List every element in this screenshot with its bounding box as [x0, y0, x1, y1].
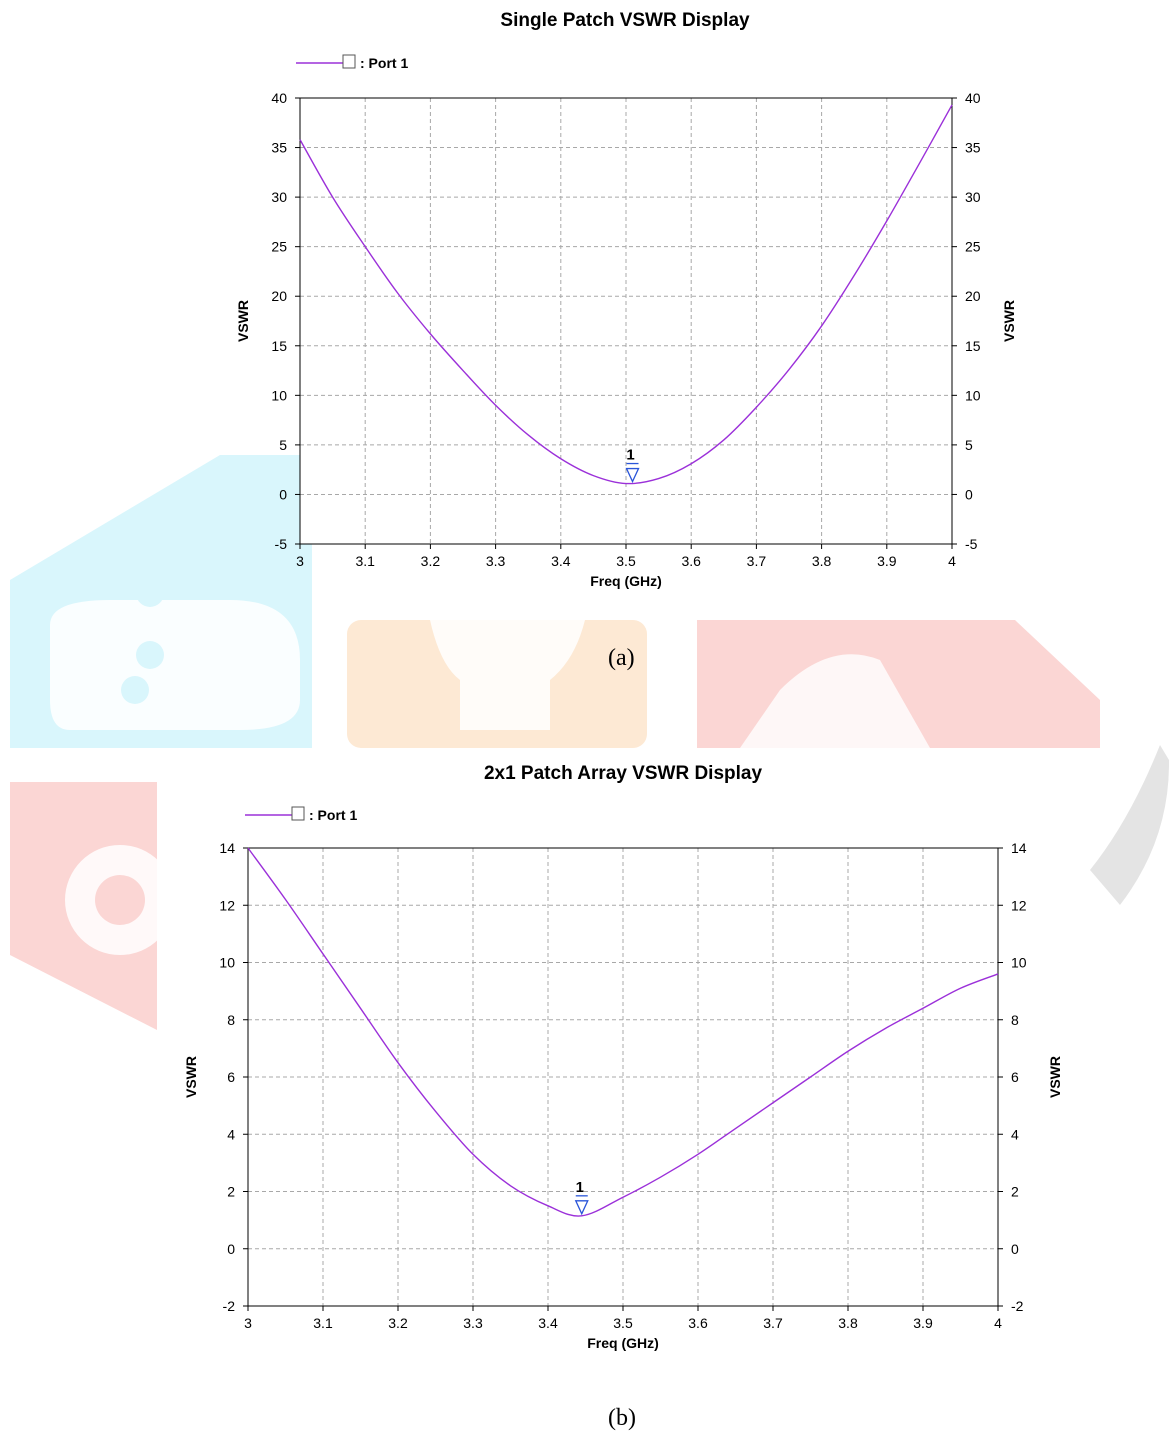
y-tick-label-left: 8: [227, 1012, 235, 1028]
x-tick-label: 3.4: [538, 1315, 558, 1331]
y-tick-label-left: 40: [271, 90, 287, 106]
watermark-red-logo: [10, 620, 1100, 1030]
x-axis-label: Freq (GHz): [587, 1335, 659, 1351]
x-tick-label: 3.7: [747, 553, 767, 569]
y-tick-label-left: 12: [219, 897, 235, 913]
y-tick-label-left: 5: [279, 437, 287, 453]
y-tick-label-right: 30: [965, 189, 981, 205]
y-tick-label-right: 14: [1011, 840, 1027, 856]
y-tick-label-right: 4: [1011, 1126, 1019, 1142]
y-tick-label-left: -2: [223, 1298, 236, 1314]
y-tick-label-right: 10: [965, 387, 981, 403]
gridlines: [300, 98, 952, 544]
y-tick-label-left: 0: [227, 1241, 235, 1257]
x-tick-label: 3.2: [388, 1315, 408, 1331]
marker-label: 1: [626, 447, 634, 464]
y-tick-label-right: 15: [965, 338, 981, 354]
x-tick-label: 3.6: [688, 1315, 708, 1331]
x-tick-label: 3.1: [355, 553, 375, 569]
series-line-port-1: [247, 847, 999, 1217]
chart-2x1-patch-array-vswr: 2x1 Patch Array VSWR Display : Port 1 3 3.1…: [183, 763, 1063, 1351]
y-tick-label-left: 14: [219, 840, 235, 856]
y-tick-label-right: 8: [1011, 1012, 1019, 1028]
tick-labels: 3 3.1 3.2 3.3 3.4 3.5 3.6 3.7 3.8 3.9 4 -2 -2 0 0 2 2 4 4 6…: [219, 840, 1026, 1331]
y-tick-label-left: 30: [271, 189, 287, 205]
y-axis-label-left: VSWR: [183, 1056, 199, 1098]
x-axis-label: Freq (GHz): [590, 573, 662, 589]
y-tick-label-right: 0: [1011, 1241, 1019, 1257]
watermark-orange-logo: [347, 620, 647, 748]
y-tick-label-right: 25: [965, 239, 981, 255]
legend: : Port 1: [245, 806, 357, 823]
x-tick-label: 3.1: [313, 1315, 333, 1331]
y-tick-label-left: 6: [227, 1069, 235, 1085]
x-tick-label: 3.5: [613, 1315, 633, 1331]
x-tick-label: 4: [994, 1315, 1002, 1331]
marker-triangle: [625, 467, 640, 484]
x-tick-label: 4: [948, 553, 956, 569]
y-axis-label-right: VSWR: [1047, 1056, 1063, 1098]
x-tick-label: 3.9: [913, 1315, 933, 1331]
y-tick-label-right: 12: [1011, 897, 1027, 913]
marker-1: 1: [625, 447, 640, 484]
y-tick-label-left: 10: [219, 955, 235, 971]
marker-1: 1: [574, 1179, 589, 1216]
x-tick-label: 3.8: [838, 1315, 858, 1331]
y-tick-label-right: 0: [965, 486, 973, 502]
y-tick-label-left: 2: [227, 1184, 235, 1200]
y-tick-label-right: 35: [965, 140, 981, 156]
chart-title: 2x1 Patch Array VSWR Display: [484, 763, 763, 784]
x-tick-label: 3.3: [463, 1315, 483, 1331]
y-tick-label-left: 20: [271, 288, 287, 304]
watermark-gray-arc: [1090, 745, 1169, 905]
y-tick-label-right: 40: [965, 90, 981, 106]
legend-checkbox: [291, 806, 305, 821]
tick-labels: 3 3.1 3.2 3.3 3.4 3.5 3.6 3.7 3.8 3.9 4 -5 -5 0 0 5 5 10 1…: [271, 90, 980, 569]
x-tick-label: 3.7: [763, 1315, 783, 1331]
y-tick-label-right: 20: [965, 288, 981, 304]
x-tick-label: 3.3: [486, 553, 506, 569]
y-tick-label-left: 0: [279, 486, 287, 502]
y-tick-label-left: -5: [275, 536, 288, 552]
x-tick-label: 3.9: [877, 553, 897, 569]
legend-checkbox: [342, 54, 356, 69]
x-tick-label: 3: [296, 553, 304, 569]
y-tick-label-left: 10: [271, 387, 287, 403]
y-tick-label-right: -5: [965, 536, 978, 552]
chart-title: Single Patch VSWR Display: [500, 10, 750, 31]
x-tick-label: 3.5: [616, 553, 636, 569]
y-tick-label-left: 4: [227, 1126, 235, 1142]
gridlines: [248, 848, 998, 1306]
y-axis-label-left: VSWR: [235, 300, 251, 342]
caption-b: (b): [608, 1405, 636, 1431]
watermark-cyan-logo: [10, 455, 312, 748]
chart-single-patch-vswr: Single Patch VSWR Display : Port 1 3 3.1 3.2…: [235, 10, 1017, 589]
y-tick-label-right: -2: [1011, 1298, 1024, 1314]
y-tick-label-right: 6: [1011, 1069, 1019, 1085]
x-tick-label: 3.4: [551, 553, 571, 569]
y-tick-label-right: 2: [1011, 1184, 1019, 1200]
marker-triangle: [574, 1200, 589, 1216]
legend-label: : Port 1: [360, 55, 408, 71]
legend-label: : Port 1: [309, 807, 357, 823]
y-tick-label-left: 25: [271, 239, 287, 255]
x-tick-label: 3.8: [812, 553, 832, 569]
x-tick-label: 3.2: [421, 553, 441, 569]
y-tick-label-right: 10: [1011, 955, 1027, 971]
caption-a: (a): [608, 645, 635, 671]
marker-label: 1: [576, 1179, 584, 1196]
series-line-port-1: [299, 104, 953, 485]
x-tick-label: 3.6: [681, 553, 701, 569]
y-tick-label-left: 15: [271, 338, 287, 354]
y-tick-label-right: 5: [965, 437, 973, 453]
x-tick-label: 3: [244, 1315, 252, 1331]
legend: : Port 1: [296, 54, 408, 71]
y-axis-label-right: VSWR: [1001, 300, 1017, 342]
y-tick-label-left: 35: [271, 140, 287, 156]
